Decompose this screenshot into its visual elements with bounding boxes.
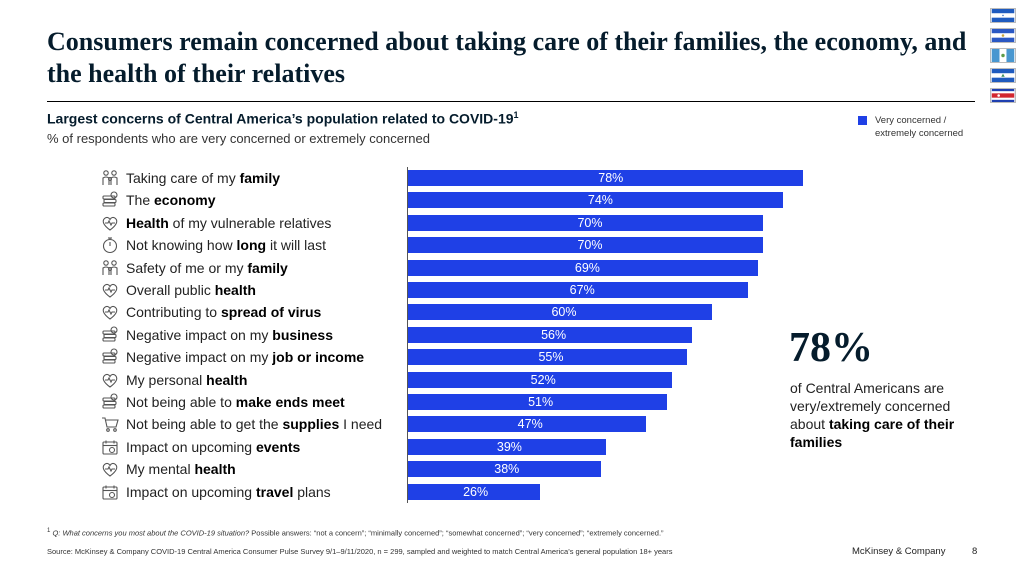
bar [408, 304, 713, 321]
chart-row: Contributing to spread of virus 60% [0, 301, 1024, 323]
chart-subtitle: % of respondents who are very concerned … [47, 131, 430, 146]
callout-value: 78% [789, 325, 873, 371]
bar-value-label: 55% [538, 350, 564, 365]
heart-icon [102, 216, 118, 231]
bar-value-label: 51% [528, 395, 554, 409]
chart-row: My mental health 38% [0, 458, 1024, 480]
chart-row: Impact on upcoming travel plans 26% [0, 481, 1024, 503]
country-flags [990, 8, 1018, 108]
category-label: Health of my vulnerable relatives [126, 214, 332, 231]
legend-label: Very concerned / extremely concerned [875, 115, 964, 139]
guatemala-flag-icon [990, 48, 1016, 63]
bar [408, 394, 667, 410]
bar [408, 282, 748, 298]
category-label: Not being able to get the supplies I nee… [126, 416, 383, 433]
source-note: Source: McKinsey & Company COVID-19 Cent… [47, 547, 673, 556]
heart-icon [102, 463, 118, 477]
bar [408, 438, 606, 455]
bar [408, 483, 540, 500]
category-label: The economy [126, 192, 216, 209]
brand-name: McKinsey & Company [852, 546, 946, 557]
heart-icon [102, 283, 118, 298]
bar [408, 192, 784, 209]
bar-value-label: 69% [574, 260, 600, 275]
money-icon [102, 393, 118, 409]
calendar-icon [102, 485, 118, 500]
bar [408, 326, 692, 343]
calendar-icon [102, 440, 118, 455]
el-salvador-flag-icon [990, 28, 1016, 43]
bar [408, 416, 647, 433]
bar [408, 259, 758, 276]
bar-value-label: 39% [496, 439, 522, 454]
chart-row: Impact on upcoming events 39% [0, 436, 1024, 458]
bar-value-label: 70% [577, 238, 603, 253]
cart-icon [102, 417, 119, 433]
chart-axis-line [407, 167, 408, 503]
bar [408, 371, 672, 388]
page-title: Consumers remain concerned about taking … [47, 27, 967, 88]
bar [408, 461, 601, 478]
chart-row: Health of my vulnerable relatives 70% [0, 212, 1024, 234]
family-icon [102, 259, 118, 275]
legend-swatch [858, 116, 867, 125]
money-icon [102, 326, 118, 342]
bar [408, 214, 763, 231]
chart-row: Not knowing how long it will last 70% [0, 234, 1024, 256]
callout-text: of Central Americans are very/extremely … [790, 380, 955, 450]
chart-row: Not being able to make ends meet 51% [0, 391, 1024, 413]
costa-rica-flag-icon [990, 88, 1016, 103]
footnote: 1 Q: What concerns you most about the CO… [47, 528, 664, 538]
title-divider [47, 101, 975, 102]
money-icon [102, 348, 118, 364]
chart-row: Safety of me or my family 69% [0, 257, 1024, 279]
category-label: Not knowing how long it will last [126, 237, 326, 254]
category-label: Overall public health [126, 282, 256, 298]
chart-row: Not being able to get the supplies I nee… [0, 413, 1024, 435]
category-label: Taking care of my family [126, 170, 281, 186]
honduras-flag-icon [990, 8, 1016, 23]
bar-value-label: 60% [551, 305, 577, 320]
chart-row: Taking care of my family 78% [0, 167, 1024, 189]
chart-title: Largest concerns of Central America’s po… [47, 110, 519, 127]
chart-row: Negative impact on my business 56% [0, 324, 1024, 346]
money-icon [102, 191, 118, 207]
chart-row: My personal health 52% [0, 369, 1024, 391]
bar [408, 170, 804, 186]
page-number: 8 [972, 546, 978, 557]
category-label: My mental health [126, 461, 236, 478]
category-label: My personal health [126, 371, 248, 388]
category-label: Not being able to make ends meet [126, 394, 345, 410]
bar-value-label: 38% [494, 462, 520, 477]
chart-row: Negative impact on my job or income 55% [0, 346, 1024, 368]
category-label: Contributing to spread of virus [126, 304, 322, 321]
bar-value-label: 67% [569, 283, 595, 297]
bar-value-label: 52% [530, 372, 556, 387]
bar-value-label: 47% [517, 417, 543, 432]
chart-row: Overall public health 67% [0, 279, 1024, 301]
bar-value-label: 26% [463, 484, 489, 499]
category-label: Impact on upcoming events [126, 438, 301, 455]
bar-value-label: 56% [541, 327, 567, 342]
bar-value-label: 74% [587, 193, 613, 208]
category-label: Safety of me or my family [126, 259, 288, 276]
category-label: Negative impact on my business [126, 326, 333, 343]
bar-value-label: 70% [577, 215, 603, 230]
bar-value-label: 78% [598, 171, 624, 185]
heart-icon [102, 306, 118, 321]
stopwatch-icon [102, 237, 118, 254]
bar [408, 237, 763, 254]
heart-icon [102, 373, 118, 388]
family-icon [102, 170, 118, 185]
nicaragua-flag-icon [990, 68, 1016, 83]
category-label: Impact on upcoming travel plans [126, 483, 331, 500]
bar [408, 349, 687, 366]
chart-row: The economy 74% [0, 189, 1024, 211]
category-label: Negative impact on my job or income [126, 349, 365, 366]
